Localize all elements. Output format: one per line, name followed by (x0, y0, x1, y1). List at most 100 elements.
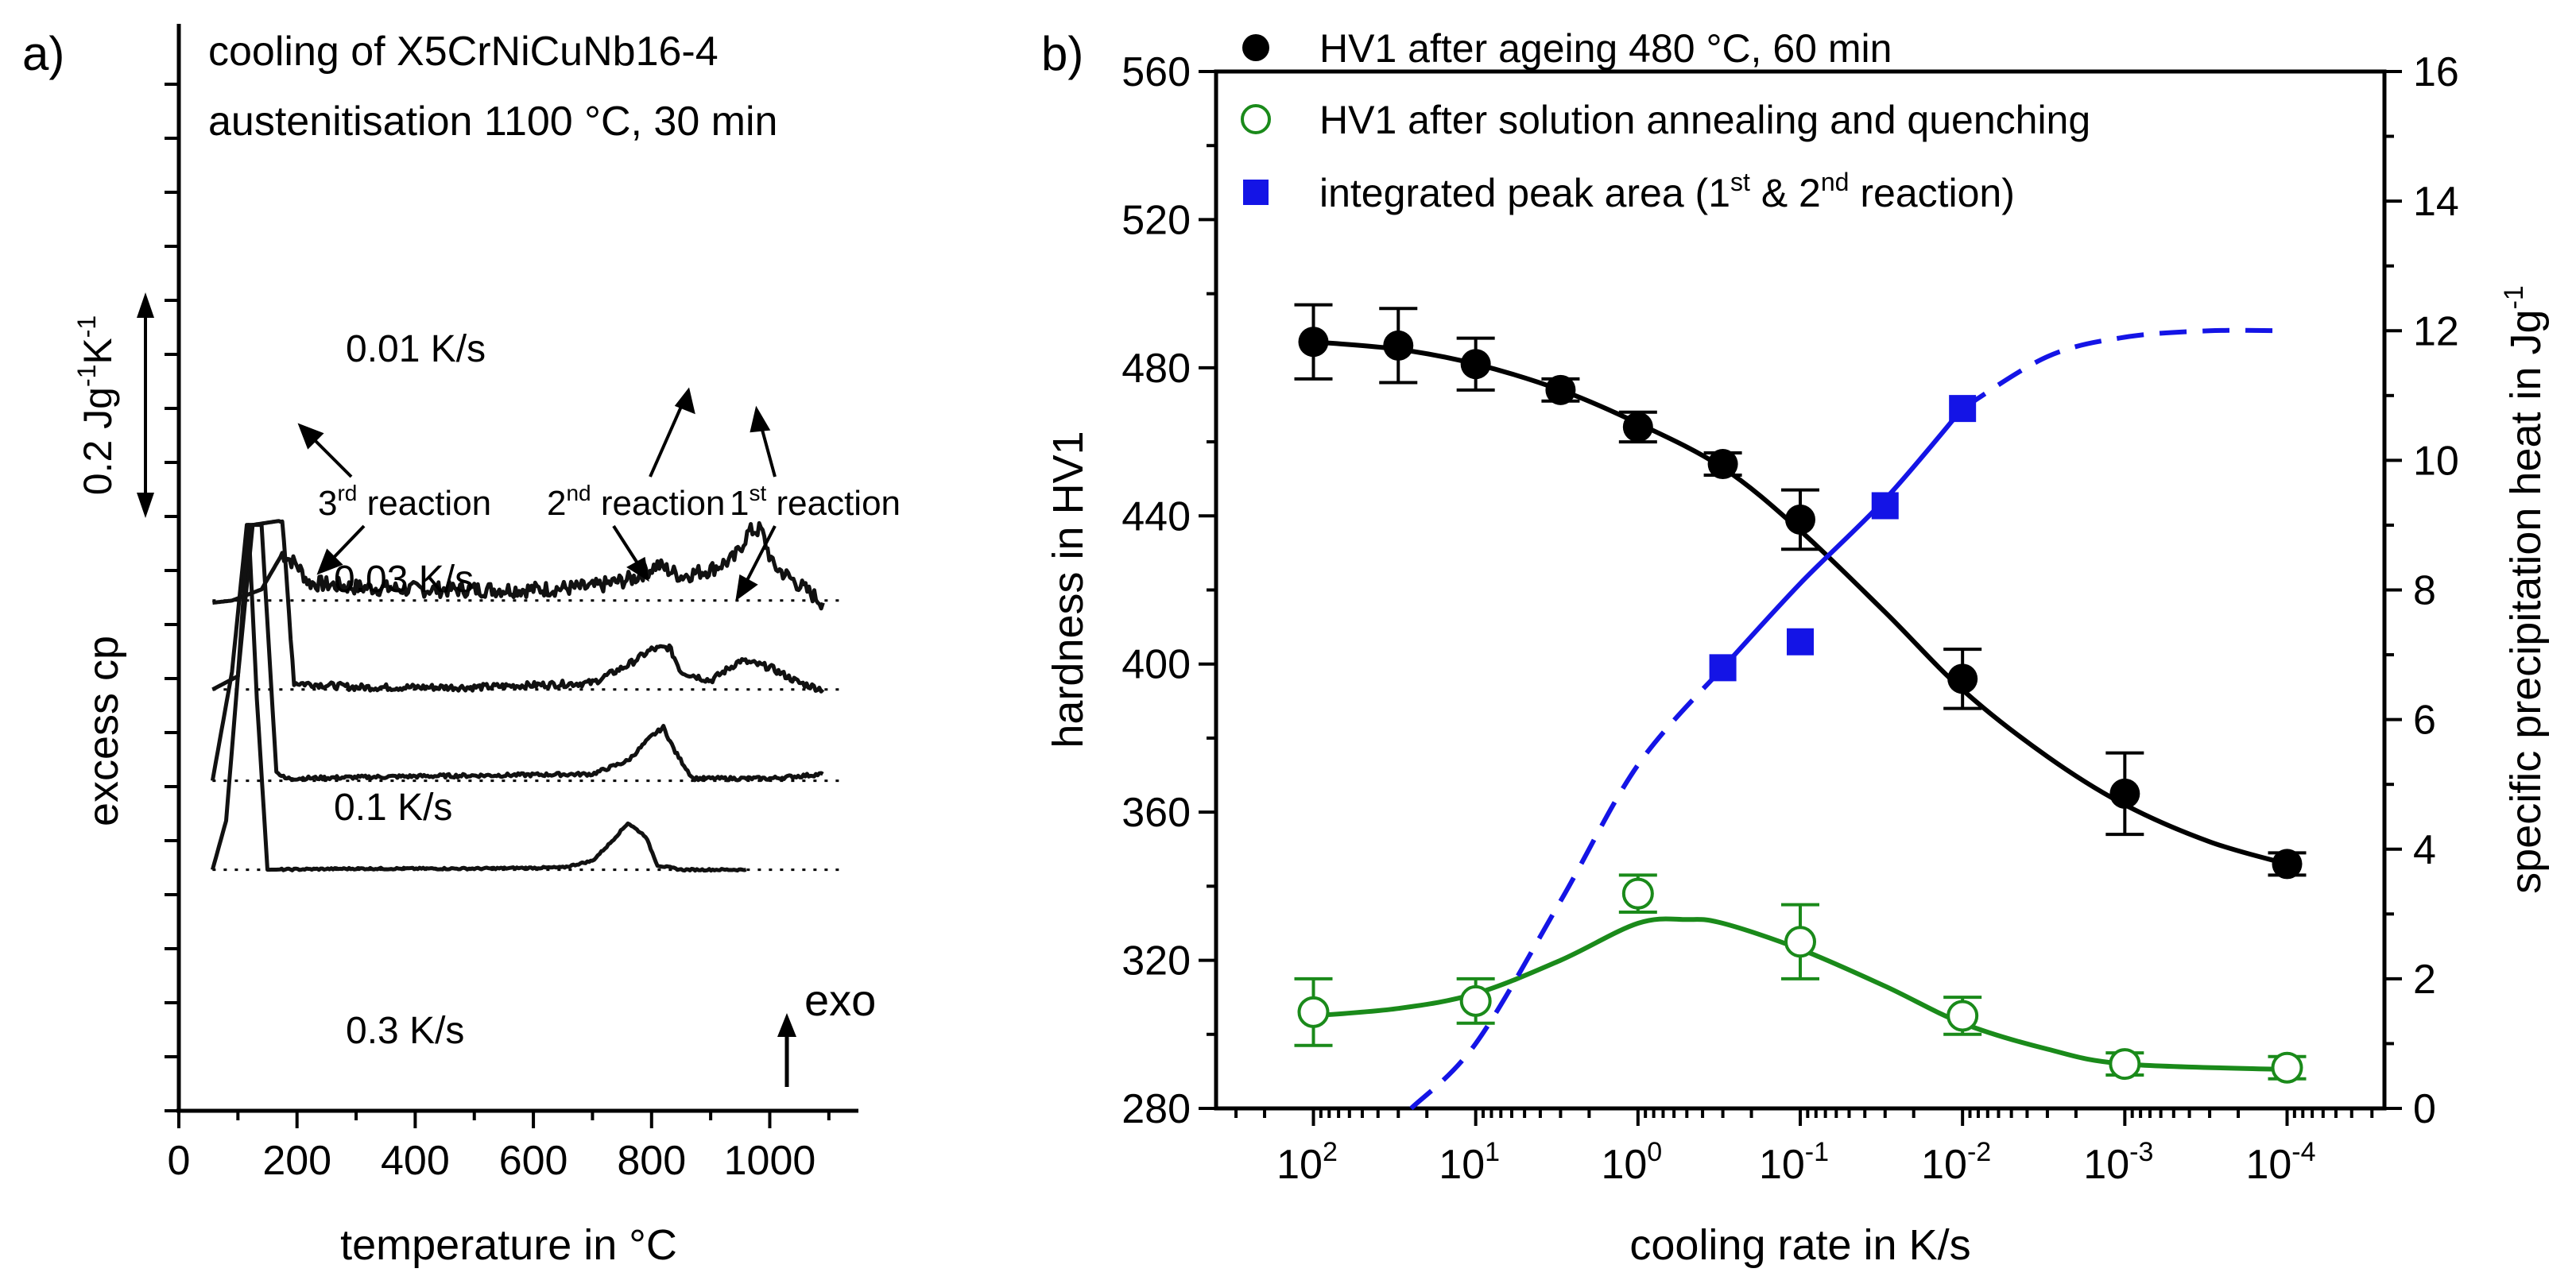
panel-a-y-label: excess cp (79, 636, 127, 826)
arrow-2nd-up (649, 400, 685, 478)
point-ageing (1298, 327, 1329, 358)
annotation-3rd-reaction: 3rd reaction (318, 481, 491, 523)
right-y-tick-label: 4 (2413, 827, 2436, 873)
point-ageing (1947, 663, 1978, 694)
left-y-tick-label: 360 (1121, 790, 1191, 836)
curve-label: 0.03 K/s (334, 559, 474, 601)
fit-ageing-fit (1313, 339, 2288, 867)
left-y-tick-label: 520 (1121, 197, 1191, 243)
right-y-tick-label: 12 (2413, 308, 2459, 354)
annotation-2nd-reaction: 2nd reaction (547, 481, 725, 523)
exo-label: exo (804, 975, 876, 1025)
panel-b-label: b) (1041, 27, 1083, 80)
panel-b-left-y-ticks: 280 320 360 400 440 480 520 560 (1121, 49, 1216, 1132)
panel-b-hardness-plot: b) 280 320 360 400 440 480 520 560 0 2 4 6 8 10 12 14 1… (1041, 26, 2550, 1269)
point-quenching (1784, 926, 1816, 958)
x-tick-label: 800 (617, 1138, 686, 1184)
legend-label-quenching: HV1 after solution annealing and quenchi… (1319, 98, 2090, 142)
legend-label-ageing: HV1 after ageing 480 °C, 60 min (1319, 26, 1892, 71)
x-tick-label: 400 (381, 1138, 450, 1184)
point-quenching (2109, 1048, 2141, 1081)
x-tick-label: 101 (1439, 1137, 1500, 1188)
point-quenching (1297, 996, 1330, 1028)
curve-label: 0.3 K/s (346, 1010, 464, 1052)
right-y-tick-label: 8 (2413, 568, 2436, 614)
right-y-tick-label: 10 (2413, 438, 2459, 484)
fit-solid (1721, 407, 1965, 670)
panel-a-curve-labels: 0.01 K/s 0.03 K/s 0.1 K/s 0.3 K/s (334, 328, 486, 1052)
curve-0.03 K/s (211, 519, 825, 694)
x-tick-label: 0 (168, 1138, 191, 1184)
curve-0.1 K/s (210, 523, 824, 783)
point-quenching (1621, 877, 1654, 910)
legend: HV1 after ageing 480 °C, 60 min HV1 afte… (1241, 26, 2090, 215)
point-peak-area (1709, 654, 1737, 682)
arrow-1st-down (742, 525, 777, 589)
point-ageing (1383, 330, 1414, 361)
point-quenching (1459, 984, 1492, 1017)
fit-dashed-left (1409, 666, 1725, 1111)
curve-0.01 K/s (212, 520, 825, 611)
left-y-tick-label: 560 (1121, 49, 1191, 95)
scale-bar: 0.2 Jg-1K-1 (72, 292, 154, 518)
point-ageing (1545, 374, 1576, 405)
point-peak-area (1949, 395, 1977, 423)
x-tick-label: 1000 (724, 1138, 816, 1184)
panel-a-label: a) (22, 27, 64, 80)
point-quenching (1947, 1000, 1979, 1032)
left-y-tick-label: 480 (1121, 346, 1191, 392)
x-tick-label: 200 (262, 1138, 331, 1184)
curve-0.3 K/s (210, 523, 747, 873)
right-y-tick-label: 16 (2413, 49, 2459, 95)
panel-b-right-y-ticks: 0 2 4 6 8 10 12 14 16 (2384, 49, 2459, 1132)
panel-a-cp-curves: a) cooling of X5CrNiCuNb16-4 austenitisa… (22, 24, 901, 1269)
x-tick-label: 10-1 (1759, 1137, 1829, 1188)
panel-a-x-label: temperature in °C (340, 1221, 677, 1269)
panel-b-x-ticks: 102 101 100 10-1 10-2 10-3 10-4 (1234, 1108, 2374, 1188)
panel-a-curves (210, 519, 825, 873)
panel-a-baselines (212, 599, 841, 872)
point-ageing (2272, 849, 2303, 880)
point-ageing (2109, 778, 2140, 809)
x-tick-label: 10-4 (2245, 1137, 2315, 1188)
right-y-tick-label: 6 (2413, 698, 2436, 744)
point-ageing (1785, 504, 1815, 535)
left-y-tick-label: 320 (1121, 938, 1191, 984)
panel-b-error-bars (1294, 303, 2307, 1081)
point-peak-area (1871, 492, 1899, 520)
panel-b-y-label: hardness in HV1 (1044, 431, 1092, 748)
x-tick-label: 10-3 (2083, 1137, 2153, 1188)
panel-b-data-points (1297, 327, 2303, 1084)
x-tick-label: 600 (499, 1138, 568, 1184)
legend-marker-peak-area (1243, 180, 1269, 205)
point-ageing (1622, 412, 1653, 443)
legend-label-peak-area: integrated peak area (1st & 2nd reaction… (1319, 168, 2015, 215)
right-y-tick-label: 2 (2413, 957, 2436, 1003)
left-y-tick-label: 280 (1121, 1086, 1191, 1132)
panel-a-title-line2: austenitisation 1100 °C, 30 min (208, 99, 777, 145)
legend-marker-ageing (1242, 34, 1269, 61)
scale-bar-label: 0.2 Jg-1K-1 (72, 315, 120, 495)
point-ageing (1707, 449, 1738, 480)
right-y-tick-label: 0 (2413, 1086, 2436, 1132)
panel-b-fit-curves (1313, 327, 2288, 1111)
left-y-tick-label: 440 (1121, 493, 1191, 540)
point-ageing (1460, 349, 1491, 380)
curve-label: 0.01 K/s (346, 328, 486, 370)
x-tick-label: 102 (1276, 1137, 1338, 1188)
fit-dashed-right (1961, 327, 2287, 411)
point-quenching (2271, 1051, 2303, 1084)
annotation-1st-reaction: 1st reaction (730, 481, 901, 523)
legend-marker-quenching (1241, 104, 1271, 134)
x-tick-label: 100 (1601, 1137, 1662, 1188)
right-y-tick-label: 14 (2413, 179, 2459, 225)
panel-b-y-label-right: specific precipitation heat in Jg-1 (2499, 285, 2550, 894)
exo-indicator: exo (777, 975, 876, 1087)
panel-a-y-ticks (165, 83, 179, 1112)
panel-a-x-ticks: 0 200 400 600 800 1000 (168, 1111, 831, 1184)
curve-label: 0.1 K/s (334, 787, 452, 829)
x-tick-label: 10-2 (1921, 1137, 1991, 1188)
left-y-tick-label: 400 (1121, 642, 1191, 688)
panel-b-x-label: cooling rate in K/s (1629, 1221, 1970, 1269)
